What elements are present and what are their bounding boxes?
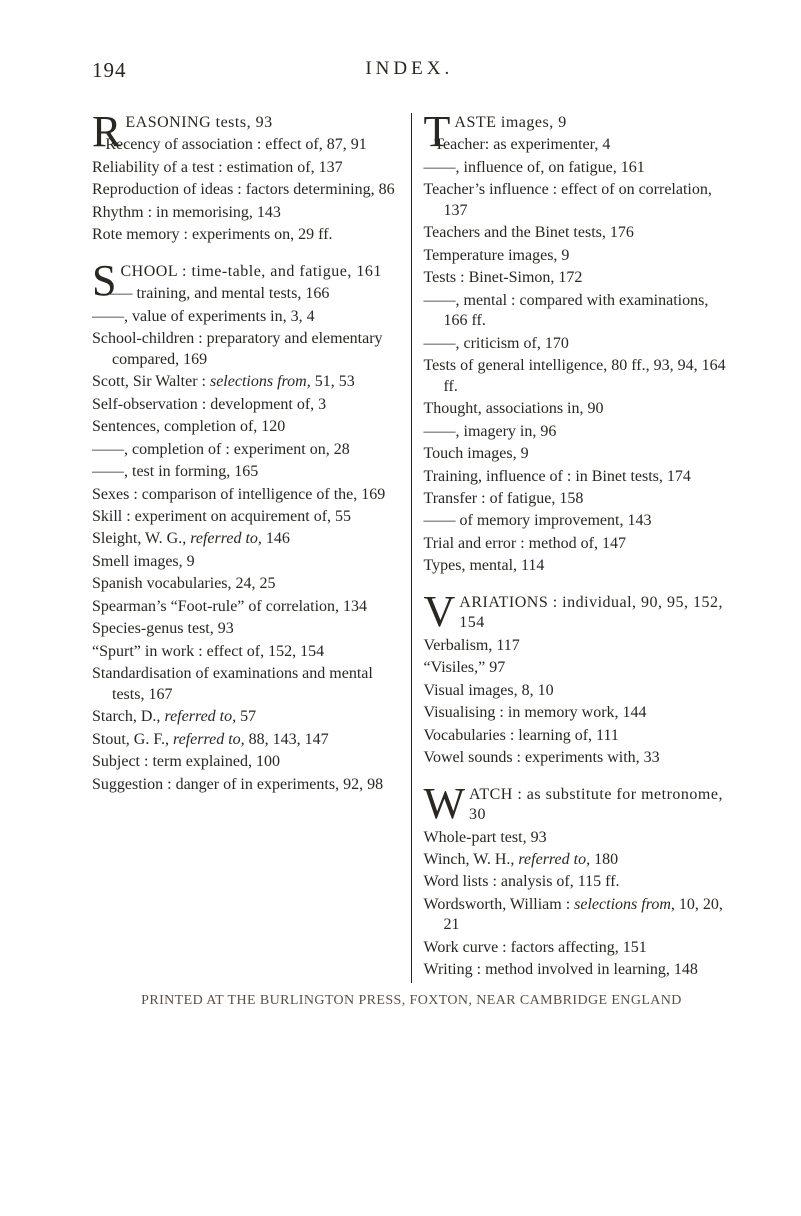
index-entry: Types, mental, 114: [424, 556, 732, 576]
index-entry: School-children : preparatory and elemen…: [92, 329, 400, 370]
index-entry: Whole-part test, 93: [424, 828, 732, 848]
index-entry: Smell images, 9: [92, 552, 400, 572]
index-entry: ——, imagery in, 96: [424, 422, 732, 442]
index-entry: Scott, Sir Walter : selections from, 51,…: [92, 372, 400, 392]
index-entry: Rhythm : in memorising, 143: [92, 203, 400, 223]
index-entry: Spearman’s “Foot-rule” of correlation, 1…: [92, 597, 400, 617]
index-entry-italic: selections from,: [574, 896, 679, 913]
index-block-t: T ASTE images, 9: [424, 113, 732, 133]
index-entry: Sleight, W. G., referred to, 146: [92, 529, 400, 549]
index-entry-text: Scott, Sir Walter :: [92, 373, 210, 390]
running-head: 194 INDEX.: [92, 58, 731, 83]
index-entry: Visual images, 8, 10: [424, 681, 732, 701]
index-entry: Self-observation : development of, 3: [92, 395, 400, 415]
index-entry: Species-genus test, 93: [92, 619, 400, 639]
section-gap: [92, 248, 400, 262]
index-columns: R EASONING tests, 93 Recency of associat…: [92, 113, 731, 983]
index-entry: Vocabularies : learning of, 111: [424, 726, 732, 746]
index-entry: Training, influence of : in Binet tests,…: [424, 467, 732, 487]
index-entry: Writing : method involved in learning, 1…: [424, 960, 732, 980]
index-entry: “Spurt” in work : effect of, 152, 154: [92, 642, 400, 662]
index-entry: Sentences, completion of, 120: [92, 417, 400, 437]
index-entry-tail: 146: [266, 530, 290, 547]
index-entry: Work curve : factors affecting, 151: [424, 938, 732, 958]
index-entry-text: Winch, W. H.,: [424, 851, 519, 868]
index-entry: ATCH : as substitute for metronome, 30: [469, 786, 723, 823]
index-entry: Starch, D., referred to, 57: [92, 707, 400, 727]
index-entry-tail: 180: [594, 851, 618, 868]
page: 194 INDEX. R EASONING tests, 93 Recency …: [0, 0, 801, 1216]
section-gap: [424, 579, 732, 593]
index-entry: Teachers and the Binet tests, 176: [424, 223, 732, 243]
index-entry: Spanish vocabularies, 24, 25: [92, 574, 400, 594]
index-block-r: R EASONING tests, 93: [92, 113, 400, 133]
index-entry: Tests : Binet-Simon, 172: [424, 268, 732, 288]
index-entry: —— training, and mental tests, 166: [92, 284, 400, 304]
index-entry: ——, completion of : experiment on, 28: [92, 440, 400, 460]
index-entry-italic: referred to,: [190, 530, 266, 547]
section-gap: [424, 771, 732, 785]
index-entry: Wordsworth, William : selections from, 1…: [424, 895, 732, 936]
index-entry: ——, criticism of, 170: [424, 334, 732, 354]
index-entry: Visualising : in memory work, 144: [424, 703, 732, 723]
index-entry: Subject : term explained, 100: [92, 752, 400, 772]
index-entry: Temperature images, 9: [424, 246, 732, 266]
index-block-w: W ATCH : as substitute for metronome, 30: [424, 785, 732, 826]
index-entry: Verbalism, 117: [424, 636, 732, 656]
index-entry: ——, mental : compared with examinations,…: [424, 291, 732, 332]
index-entry: Winch, W. H., referred to, 180: [424, 850, 732, 870]
index-entry: “Visiles,” 97: [424, 658, 732, 678]
imprint-line: PRINTED AT THE BURLINGTON PRESS, FOXTON,…: [92, 993, 731, 1009]
index-entry: Trial and error : method of, 147: [424, 534, 732, 554]
index-entry: ASTE images, 9: [454, 114, 566, 131]
index-entry-tail: 88, 143, 147: [249, 731, 329, 748]
index-entry-tail: 57: [240, 708, 256, 725]
index-entry: Tests of general intelligence, 80 ff., 9…: [424, 356, 732, 397]
index-entry-text: Stout, G. F.,: [92, 731, 173, 748]
index-entry-tail: 51, 53: [315, 373, 355, 390]
dropcap-v: V: [424, 593, 460, 631]
index-entry-text: Starch, D.,: [92, 708, 164, 725]
index-entry: Reliability of a test : estimation of, 1…: [92, 158, 400, 178]
running-head-spacer: [725, 58, 731, 83]
index-entry-text: Sleight, W. G.,: [92, 530, 190, 547]
index-entry: —— of memory improvement, 143: [424, 511, 732, 531]
index-entry-italic: referred to,: [164, 708, 240, 725]
index-entry-italic: referred to,: [173, 731, 249, 748]
index-entry: Teacher’s influence : effect of on corre…: [424, 180, 732, 221]
index-entry: Sexes : comparison of intelligence of th…: [92, 485, 400, 505]
index-entry: Stout, G. F., referred to, 88, 143, 147: [92, 730, 400, 750]
index-entry: Standardisation of examinations and ment…: [92, 664, 400, 705]
index-entry: ——, test in forming, 165: [92, 462, 400, 482]
index-entry: ——, value of experiments in, 3, 4: [92, 307, 400, 327]
index-entry: Recency of association : effect of, 87, …: [92, 135, 400, 155]
index-entry-italic: selections from,: [210, 373, 315, 390]
index-entry: Reproduction of ideas : factors determin…: [92, 180, 400, 200]
index-entry: CHOOL : time-table, and fatigue, 161: [120, 263, 381, 280]
index-entry-italic: referred to,: [518, 851, 594, 868]
index-entry: Suggestion : danger of in experiments, 9…: [92, 775, 400, 795]
index-entry-text: Wordsworth, William :: [424, 896, 575, 913]
page-number: 194: [92, 58, 127, 83]
running-title: INDEX.: [365, 58, 453, 80]
index-entry: Vowel sounds : experiments with, 33: [424, 748, 732, 768]
index-entry: EASONING tests, 93: [125, 114, 272, 131]
dropcap-w: W: [424, 785, 470, 823]
index-entry: ARIATIONS : individual, 90, 95, 152, 154: [459, 594, 723, 631]
index-entry: Word lists : analysis of, 115 ff.: [424, 872, 732, 892]
index-entry: Skill : experiment on acquirement of, 55: [92, 507, 400, 527]
index-entry: Touch images, 9: [424, 444, 732, 464]
index-block-s: S CHOOL : time-table, and fatigue, 161: [92, 262, 400, 282]
index-entry: ——, influence of, on fatigue, 161: [424, 158, 732, 178]
index-entry: Transfer : of fatigue, 158: [424, 489, 732, 509]
index-entry: Thought, associations in, 90: [424, 399, 732, 419]
index-entry: Rote memory : experiments on, 29 ff.: [92, 225, 400, 245]
index-entry: Teacher: as experimenter, 4: [424, 135, 732, 155]
index-block-v: V ARIATIONS : individual, 90, 95, 152, 1…: [424, 593, 732, 634]
